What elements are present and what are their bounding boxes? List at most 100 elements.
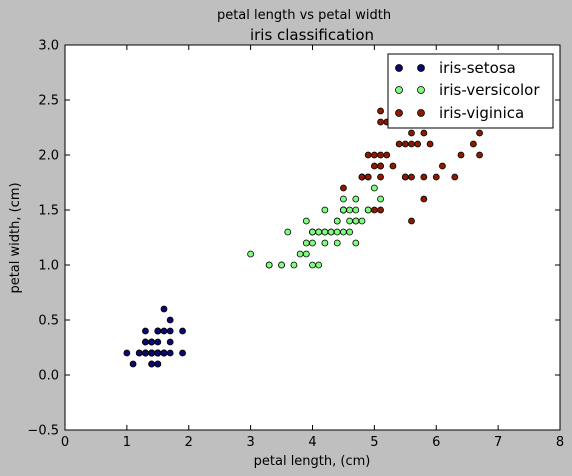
data-point-versicolor	[309, 261, 316, 269]
legend-marker-versicolor-left	[395, 86, 403, 94]
data-point-versicolor	[296, 250, 304, 258]
data-point-viginica	[476, 151, 483, 159]
data-point-versicolor	[340, 195, 347, 203]
data-point-viginica	[377, 173, 384, 181]
data-point-viginica	[370, 206, 378, 214]
data-point-versicolor	[302, 239, 310, 247]
legend-entry-versicolor: iris-versicolor	[395, 81, 540, 99]
data-point-viginica	[340, 184, 347, 192]
data-point-versicolor	[340, 206, 347, 214]
data-point-setosa	[135, 349, 143, 357]
data-point-viginica	[469, 140, 477, 148]
data-point-versicolor	[309, 228, 316, 236]
x-tick-label: 8	[556, 435, 564, 450]
data-point-viginica	[414, 140, 422, 148]
data-point-viginica	[451, 173, 459, 181]
data-point-viginica	[364, 151, 372, 159]
data-point-setosa	[148, 360, 156, 368]
x-tick-label: 7	[494, 435, 502, 450]
data-point-setosa	[142, 349, 149, 357]
y-tick-label: 2.0	[38, 149, 59, 164]
data-point-viginica	[370, 162, 378, 170]
x-tick-label: 3	[246, 435, 254, 450]
data-point-versicolor	[284, 228, 292, 236]
data-point-versicolor	[265, 261, 273, 269]
data-point-viginica	[439, 162, 446, 170]
legend-marker-viginica-left	[395, 109, 403, 117]
y-tick-label: 1.0	[38, 259, 59, 274]
data-point-viginica	[408, 129, 415, 137]
legend-marker-viginica-right	[417, 109, 425, 117]
legend-entry-viginica: iris-viginica	[395, 104, 524, 122]
data-point-versicolor	[370, 184, 378, 192]
x-tick-label: 6	[432, 435, 440, 450]
data-point-setosa	[166, 327, 174, 335]
data-point-versicolor	[321, 228, 329, 236]
ticks-layer: 0 1 2 3 4 5 6 7 8 −0.5 0.0 0.5 1.0 1.5 2.0 2.5 3.0	[27, 39, 564, 451]
data-point-versicolor	[309, 239, 316, 247]
data-point-setosa	[148, 349, 156, 357]
data-point-versicolor	[352, 239, 360, 247]
data-point-versicolor	[346, 206, 354, 214]
data-point-versicolor	[290, 261, 298, 269]
data-point-versicolor	[315, 261, 323, 269]
data-point-versicolor	[346, 228, 354, 236]
data-point-viginica	[377, 151, 384, 159]
legend: iris-setosa iris-versicolor iris-viginic…	[387, 53, 554, 129]
y-tick-label: −0.5	[27, 424, 59, 439]
data-point-setosa	[166, 316, 174, 324]
data-point-versicolor	[364, 206, 372, 214]
data-point-setosa	[160, 327, 168, 335]
data-point-versicolor	[315, 228, 323, 236]
y-tick-label: 2.5	[38, 94, 59, 109]
data-point-viginica	[408, 217, 415, 225]
data-point-setosa	[154, 338, 162, 346]
data-point-viginica	[426, 140, 434, 148]
legend-box	[387, 53, 554, 129]
data-point-versicolor	[302, 250, 310, 258]
data-point-setosa	[129, 360, 137, 368]
data-point-setosa	[166, 338, 174, 346]
data-point-viginica	[420, 173, 428, 181]
data-point-viginica	[408, 140, 415, 148]
legend-marker-setosa-left	[395, 64, 403, 72]
data-point-versicolor	[358, 217, 366, 225]
data-point-setosa	[179, 327, 186, 335]
data-point-viginica	[377, 107, 384, 115]
legend-entry-setosa: iris-setosa	[395, 59, 516, 77]
data-point-viginica	[420, 129, 428, 137]
x-tick-label: 1	[123, 435, 131, 450]
data-point-setosa	[154, 360, 162, 368]
data-point-viginica	[420, 195, 428, 203]
data-point-versicolor	[321, 206, 329, 214]
data-point-viginica	[377, 162, 384, 170]
x-tick-label: 0	[61, 435, 69, 450]
data-point-viginica	[389, 162, 397, 170]
data-point-setosa	[166, 349, 174, 357]
data-point-setosa	[123, 349, 131, 357]
data-point-versicolor	[333, 228, 341, 236]
legend-marker-versicolor-right	[417, 86, 425, 94]
data-point-viginica	[395, 140, 403, 148]
x-tick-label: 4	[308, 435, 316, 450]
data-point-viginica	[401, 173, 409, 181]
data-point-viginica	[476, 129, 483, 137]
y-axis-label: petal width, (cm)	[8, 182, 23, 293]
data-point-versicolor	[346, 217, 354, 225]
data-point-versicolor	[352, 195, 360, 203]
data-point-versicolor	[302, 217, 310, 225]
data-point-setosa	[148, 338, 156, 346]
data-point-setosa	[154, 327, 162, 335]
legend-label-viginica: iris-viginica	[439, 104, 524, 122]
data-point-setosa	[142, 338, 149, 346]
data-point-versicolor	[340, 228, 347, 236]
y-tick-label: 0.5	[38, 314, 59, 329]
data-point-versicolor	[321, 239, 329, 247]
data-point-viginica	[377, 118, 384, 126]
data-point-versicolor	[352, 206, 360, 214]
data-point-versicolor	[327, 228, 335, 236]
x-axis-label: petal length, (cm)	[254, 454, 371, 469]
data-point-viginica	[408, 173, 415, 181]
data-point-versicolor	[352, 217, 360, 225]
